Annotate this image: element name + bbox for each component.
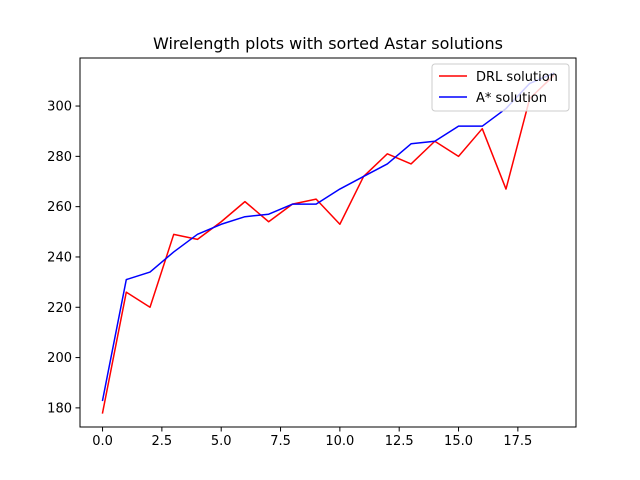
x-tick-label: 10.0 <box>325 434 354 449</box>
y-tick-label: 200 <box>47 351 72 366</box>
x-tick-label: 2.5 <box>152 434 173 449</box>
y-tick-label: 280 <box>47 150 72 165</box>
y-tick-label: 180 <box>47 401 72 416</box>
x-tick-label: 12.5 <box>385 434 414 449</box>
legend: DRL solution A* solution <box>431 63 570 112</box>
x-tick-label: 5.0 <box>211 434 232 449</box>
plot-frame <box>79 57 577 428</box>
chart-title: Wirelength plots with sorted Astar solut… <box>153 34 503 53</box>
x-tick-label: 15.0 <box>444 434 473 449</box>
legend-label-2: A* solution <box>476 91 547 106</box>
series-line-2 <box>101 72 555 402</box>
x-tick-label: 17.5 <box>503 434 532 449</box>
y-tick-label: 220 <box>47 301 72 316</box>
y-tick-label: 240 <box>47 250 72 265</box>
axes-layer: 0.0 2.5 5.0 7.5 10.0 12.5 15.0 17.5 180 200 220 240… <box>47 57 577 449</box>
legend-label-1: DRL solution <box>476 70 558 85</box>
x-tick-label: 0.0 <box>92 434 113 449</box>
series-line-1 <box>101 74 555 414</box>
y-tick-label: 260 <box>47 200 72 215</box>
series-layer <box>101 72 555 414</box>
y-tick-label: 300 <box>47 100 72 115</box>
x-tick-label: 7.5 <box>270 434 291 449</box>
